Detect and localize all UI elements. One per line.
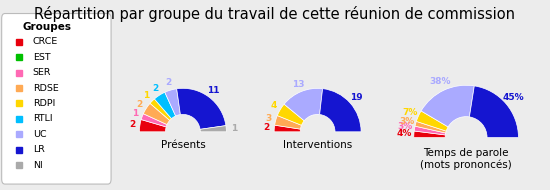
Text: 3%: 3% (398, 122, 413, 131)
Wedge shape (274, 116, 301, 129)
Text: 13: 13 (292, 80, 305, 89)
Text: RTLI: RTLI (33, 114, 52, 123)
Wedge shape (165, 89, 180, 116)
Wedge shape (414, 131, 446, 138)
Text: 19: 19 (350, 93, 362, 102)
Text: 4: 4 (271, 101, 277, 110)
FancyBboxPatch shape (2, 13, 111, 184)
Wedge shape (200, 126, 227, 132)
Wedge shape (141, 114, 167, 127)
Text: 1: 1 (131, 109, 138, 118)
Text: 1: 1 (231, 124, 237, 133)
Text: 2: 2 (152, 84, 158, 93)
Text: CRCE: CRCE (33, 37, 58, 46)
Text: 2: 2 (136, 100, 143, 108)
Text: Temps de parole
(mots prononcés): Temps de parole (mots prononcés) (420, 148, 512, 170)
Wedge shape (139, 120, 166, 132)
Text: 3: 3 (265, 114, 271, 123)
Text: UC: UC (33, 130, 46, 139)
Wedge shape (416, 111, 448, 131)
Wedge shape (274, 125, 300, 132)
Wedge shape (414, 126, 446, 135)
Text: 2: 2 (129, 120, 135, 129)
Text: Présents: Présents (161, 140, 205, 150)
Wedge shape (421, 85, 474, 127)
Text: 11: 11 (207, 86, 220, 95)
Text: 38%: 38% (429, 77, 450, 86)
Text: 3%: 3% (399, 117, 414, 126)
Text: 1: 1 (144, 91, 150, 100)
Wedge shape (144, 103, 170, 125)
Text: 45%: 45% (502, 93, 524, 102)
Wedge shape (469, 86, 519, 138)
Text: 4%: 4% (397, 129, 412, 138)
Text: LR: LR (33, 145, 45, 154)
Wedge shape (320, 89, 361, 132)
Text: 2: 2 (263, 123, 270, 132)
Text: 7%: 7% (402, 108, 417, 117)
Wedge shape (155, 92, 175, 119)
Wedge shape (150, 99, 172, 120)
Text: 2: 2 (166, 78, 172, 87)
Text: SER: SER (33, 68, 51, 77)
Text: EST: EST (33, 53, 51, 62)
Text: Répartition par groupe du travail de cette réunion de commission: Répartition par groupe du travail de cet… (35, 6, 515, 22)
Text: NI: NI (33, 161, 42, 169)
Wedge shape (277, 104, 304, 125)
Wedge shape (177, 88, 226, 129)
Text: RDPI: RDPI (33, 99, 55, 108)
Text: Interventions: Interventions (283, 140, 352, 150)
Wedge shape (284, 88, 323, 121)
Wedge shape (415, 121, 446, 133)
Text: Groupes: Groupes (22, 22, 71, 32)
Text: RDSE: RDSE (33, 84, 58, 93)
